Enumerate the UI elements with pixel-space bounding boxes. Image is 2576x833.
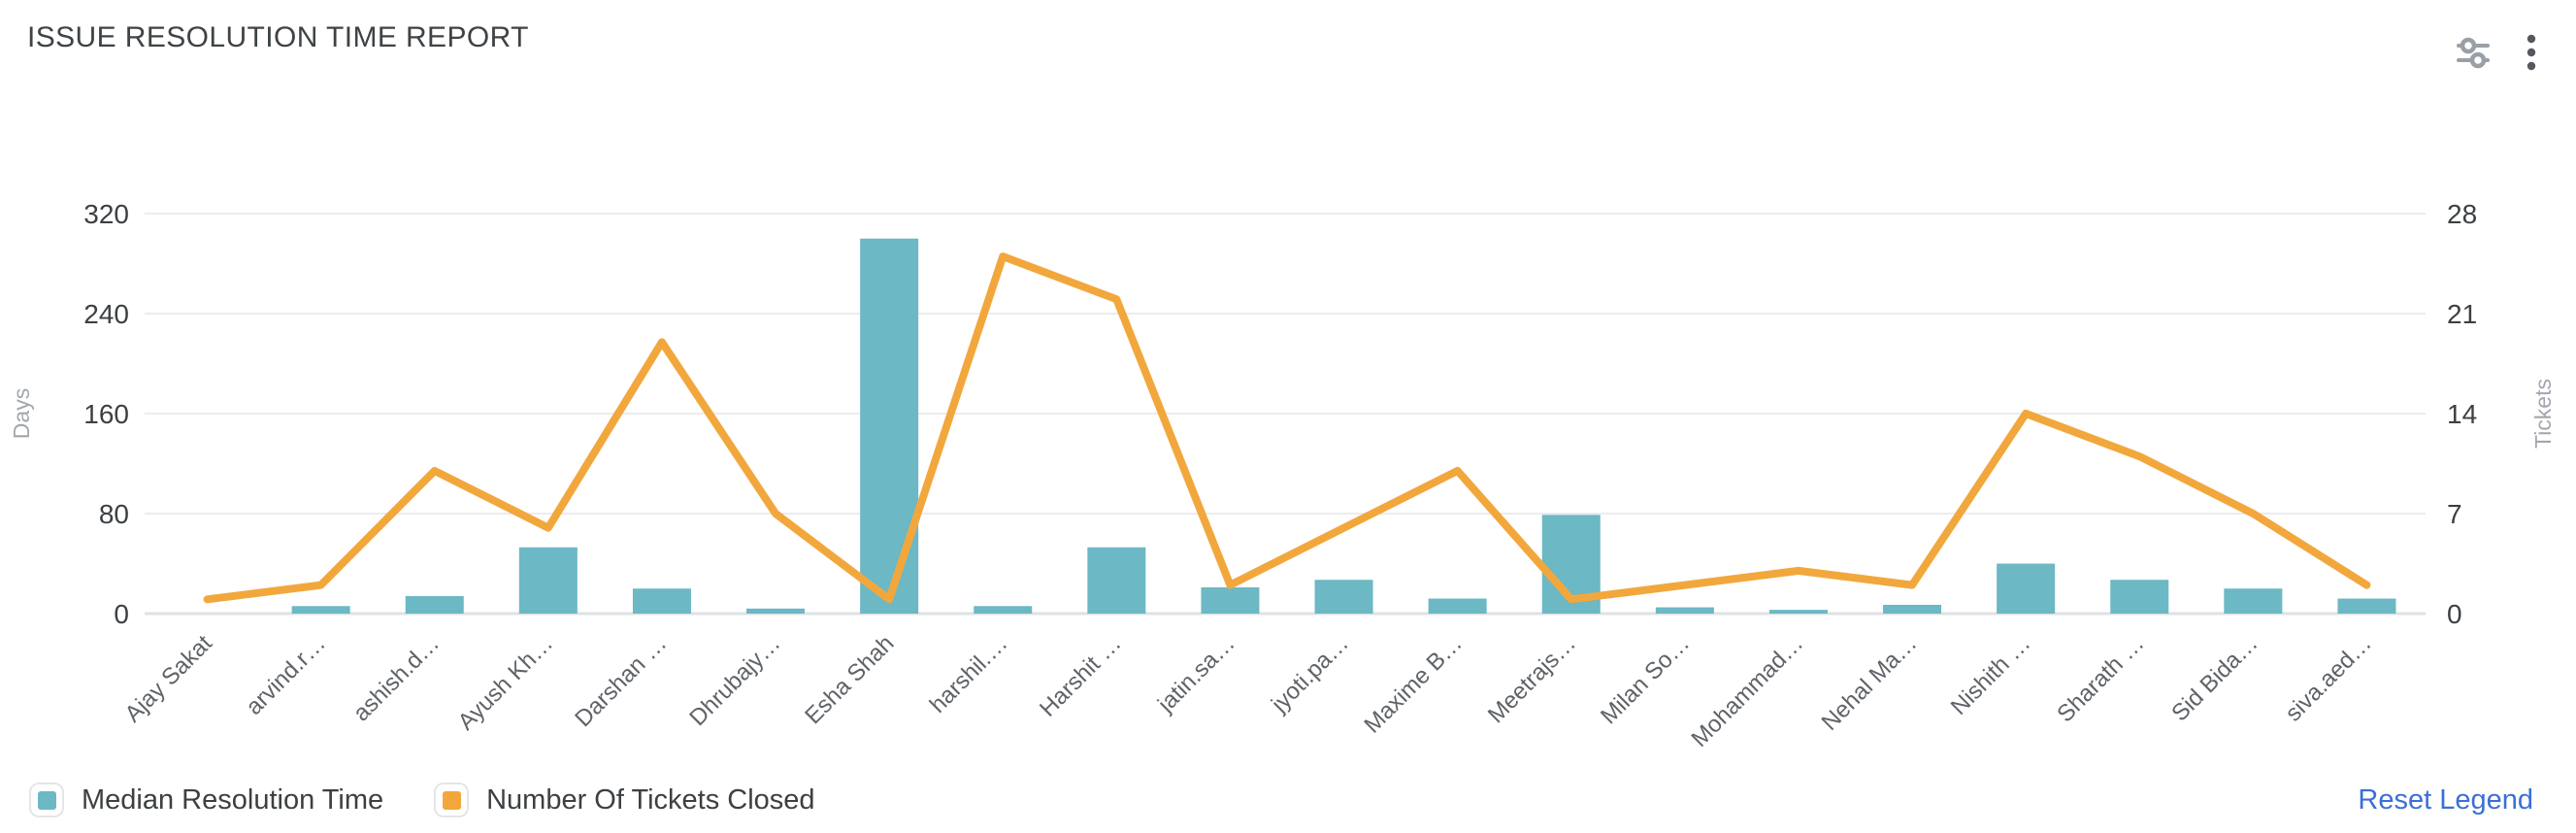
x-axis-label: jatin.sa… [1152, 630, 1240, 718]
left-axis-tick: 0 [114, 599, 129, 629]
right-axis-tick: 21 [2447, 299, 2477, 329]
page-title: ISSUE RESOLUTION TIME REPORT [27, 21, 529, 53]
x-axis-label: ashish.d… [348, 630, 445, 726]
legend-item-median-resolution-time[interactable]: Median Resolution Time [29, 783, 383, 817]
x-axis-label: Dhrubajy… [684, 630, 785, 731]
legend-item-number-of-tickets-closed[interactable]: Number Of Tickets Closed [434, 783, 815, 817]
x-axis-label: Sid Bida… [2166, 630, 2262, 726]
x-axis-label: Harshit … [1035, 630, 1127, 722]
left-axis-tick: 240 [83, 299, 129, 329]
bar-median-resolution-time[interactable] [518, 547, 578, 614]
x-axis-label: jyoti.pa… [1266, 630, 1354, 718]
x-axis-label: harshil.… [925, 630, 1013, 718]
left-axis-tick: 80 [99, 499, 129, 529]
bar-median-resolution-time[interactable] [2337, 598, 2396, 614]
bar-median-resolution-time[interactable] [632, 588, 691, 614]
bar-median-resolution-time[interactable] [1655, 607, 1714, 614]
left-axis-tick: 160 [83, 399, 129, 429]
bar-median-resolution-time[interactable] [1768, 610, 1828, 614]
right-axis-title: Tickets [2530, 379, 2556, 449]
bar-median-resolution-time[interactable] [2110, 580, 2169, 614]
filter-sliders-icon[interactable] [2456, 35, 2491, 70]
report-header: ISSUE RESOLUTION TIME REPORT [27, 21, 529, 54]
x-axis-label: Ajay Sakat [120, 630, 217, 727]
x-axis-label: Nishith … [1946, 630, 2036, 720]
bar-median-resolution-time[interactable] [291, 606, 350, 614]
x-axis-label: siva.aed… [2280, 630, 2376, 726]
legend-label: Median Resolution Time [82, 783, 384, 816]
left-axis-tick: 320 [83, 199, 129, 229]
right-axis-tick: 0 [2447, 599, 2462, 629]
x-axis-label: arvind.r… [241, 630, 331, 720]
x-axis-label: Darshan … [570, 630, 672, 732]
x-axis-label: Esha Shah [800, 630, 899, 729]
legend-swatch-orange [442, 790, 461, 810]
x-axis-label: Milan So… [1596, 630, 1695, 729]
bar-median-resolution-time[interactable] [2224, 588, 2283, 614]
line-number-of-tickets-closed[interactable] [203, 252, 2371, 604]
x-axis-label: Maxime B… [1359, 630, 1468, 739]
chart-legend: Median Resolution Time Number Of Tickets… [29, 783, 2539, 817]
bar-median-resolution-time[interactable] [860, 238, 919, 614]
bar-median-resolution-time[interactable] [405, 595, 464, 614]
legend-label: Number Of Tickets Closed [486, 783, 815, 816]
x-axis-label: Mohammad… [1687, 630, 1809, 752]
right-axis-tick: 28 [2447, 199, 2477, 229]
kebab-menu-icon[interactable] [2526, 33, 2537, 72]
bar-median-resolution-time[interactable] [1883, 604, 1942, 614]
legend-marker-box [434, 783, 470, 817]
x-axis-label: Nehal Ma… [1817, 630, 1923, 736]
chart-plot: 0 0 80 7 160 14 240 21 320 28 Days Tickets Ajay Saka… [9, 199, 2556, 752]
bar-median-resolution-time[interactable] [1428, 598, 1487, 614]
legend-marker-box [29, 783, 64, 817]
left-axis-title: Days [9, 388, 34, 439]
header-actions [2456, 33, 2537, 72]
right-axis-tick: 14 [2447, 399, 2477, 429]
bar-median-resolution-time[interactable] [1201, 586, 1260, 614]
bar-median-resolution-time[interactable] [1997, 563, 2056, 615]
bar-median-resolution-time[interactable] [746, 608, 806, 614]
bar-median-resolution-time[interactable] [1087, 547, 1146, 614]
bar-median-resolution-time[interactable] [974, 606, 1033, 614]
bar-median-resolution-time[interactable] [1314, 580, 1373, 614]
x-axis-label: Ayush Kh… [453, 630, 558, 735]
x-axis-label: Meetrajs… [1483, 630, 1581, 728]
legend-swatch-teal [37, 790, 56, 810]
x-axis-label: Sharath … [2052, 630, 2149, 727]
reset-legend-link[interactable]: Reset Legend [2352, 783, 2539, 817]
right-axis-tick: 7 [2447, 499, 2462, 529]
